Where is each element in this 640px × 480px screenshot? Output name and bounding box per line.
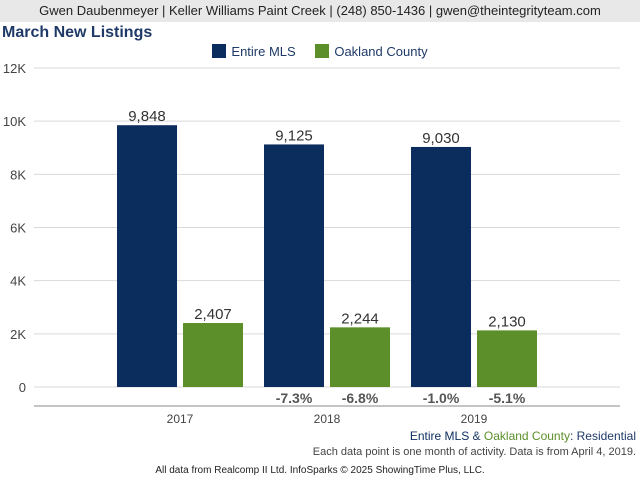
footer-series-entire-mls: Entire MLS xyxy=(409,429,470,443)
bar-oakland-county-2018 xyxy=(330,327,390,387)
x-tick-label-2019: 2019 xyxy=(461,412,488,426)
legend-swatch-entire-mls xyxy=(212,44,227,58)
y-tick-label-2000: 2K xyxy=(10,327,26,342)
bar-entire-mls-2017 xyxy=(117,125,177,387)
data-label-entire-mls-2017: 9,848 xyxy=(128,108,166,125)
change-label-entire-mls-2018: -7.3% xyxy=(276,390,313,406)
agent-header-bar: Gwen Daubenmeyer | Keller Williams Paint… xyxy=(0,0,640,22)
legend-item-entire-mls[interactable]: Entire MLS xyxy=(212,44,296,59)
footer-series-ampersand: & xyxy=(469,429,484,443)
footer-credit: All data from Realcomp II Ltd. InfoSpark… xyxy=(155,465,485,476)
legend-swatch-oakland-county xyxy=(315,44,330,58)
data-label-oakland-county-2019: 2,130 xyxy=(488,313,526,330)
footer-data-note: Each data point is one month of activity… xyxy=(312,446,636,458)
change-label-oakland-county-2018: -6.8% xyxy=(342,390,379,406)
agent-contact-line: Gwen Daubenmeyer | Keller Williams Paint… xyxy=(39,3,601,18)
change-label-oakland-county-2019: -5.1% xyxy=(489,390,526,406)
y-tick-label-8000: 8K xyxy=(10,167,26,182)
chart-legend: Entire MLS Oakland County xyxy=(0,44,640,59)
y-tick-label-6000: 6K xyxy=(10,221,26,236)
x-tick-label-2017: 2017 xyxy=(167,412,194,426)
legend-item-oakland-county[interactable]: Oakland County xyxy=(315,44,428,59)
y-tick-label-12000: 12K xyxy=(3,61,26,76)
data-label-entire-mls-2018: 9,125 xyxy=(275,127,313,144)
data-label-entire-mls-2019: 9,030 xyxy=(422,130,460,147)
y-tick-label-0: 0 xyxy=(19,380,26,395)
bar-oakland-county-2017 xyxy=(183,323,243,387)
bar-entire-mls-2018 xyxy=(264,144,324,387)
bar-oakland-county-2019 xyxy=(477,330,537,387)
footer-series-description: Entire MLS & Oakland County: Residential xyxy=(410,429,636,443)
data-label-oakland-county-2017: 2,407 xyxy=(194,306,232,323)
x-tick-label-2018: 2018 xyxy=(314,412,341,426)
footer-series-residential: : Residential xyxy=(569,429,636,443)
footer-series-oakland: Oakland County xyxy=(483,429,570,443)
change-label-entire-mls-2019: -1.0% xyxy=(423,390,460,406)
y-tick-label-10000: 10K xyxy=(3,114,26,129)
legend-label-entire-mls: Entire MLS xyxy=(231,44,296,59)
legend-label-oakland-county: Oakland County xyxy=(334,44,428,59)
y-tick-label-4000: 4K xyxy=(10,274,26,289)
bar-entire-mls-2019 xyxy=(411,146,471,387)
data-label-oakland-county-2018: 2,244 xyxy=(341,310,379,327)
chart-title: March New Listings xyxy=(2,24,153,41)
